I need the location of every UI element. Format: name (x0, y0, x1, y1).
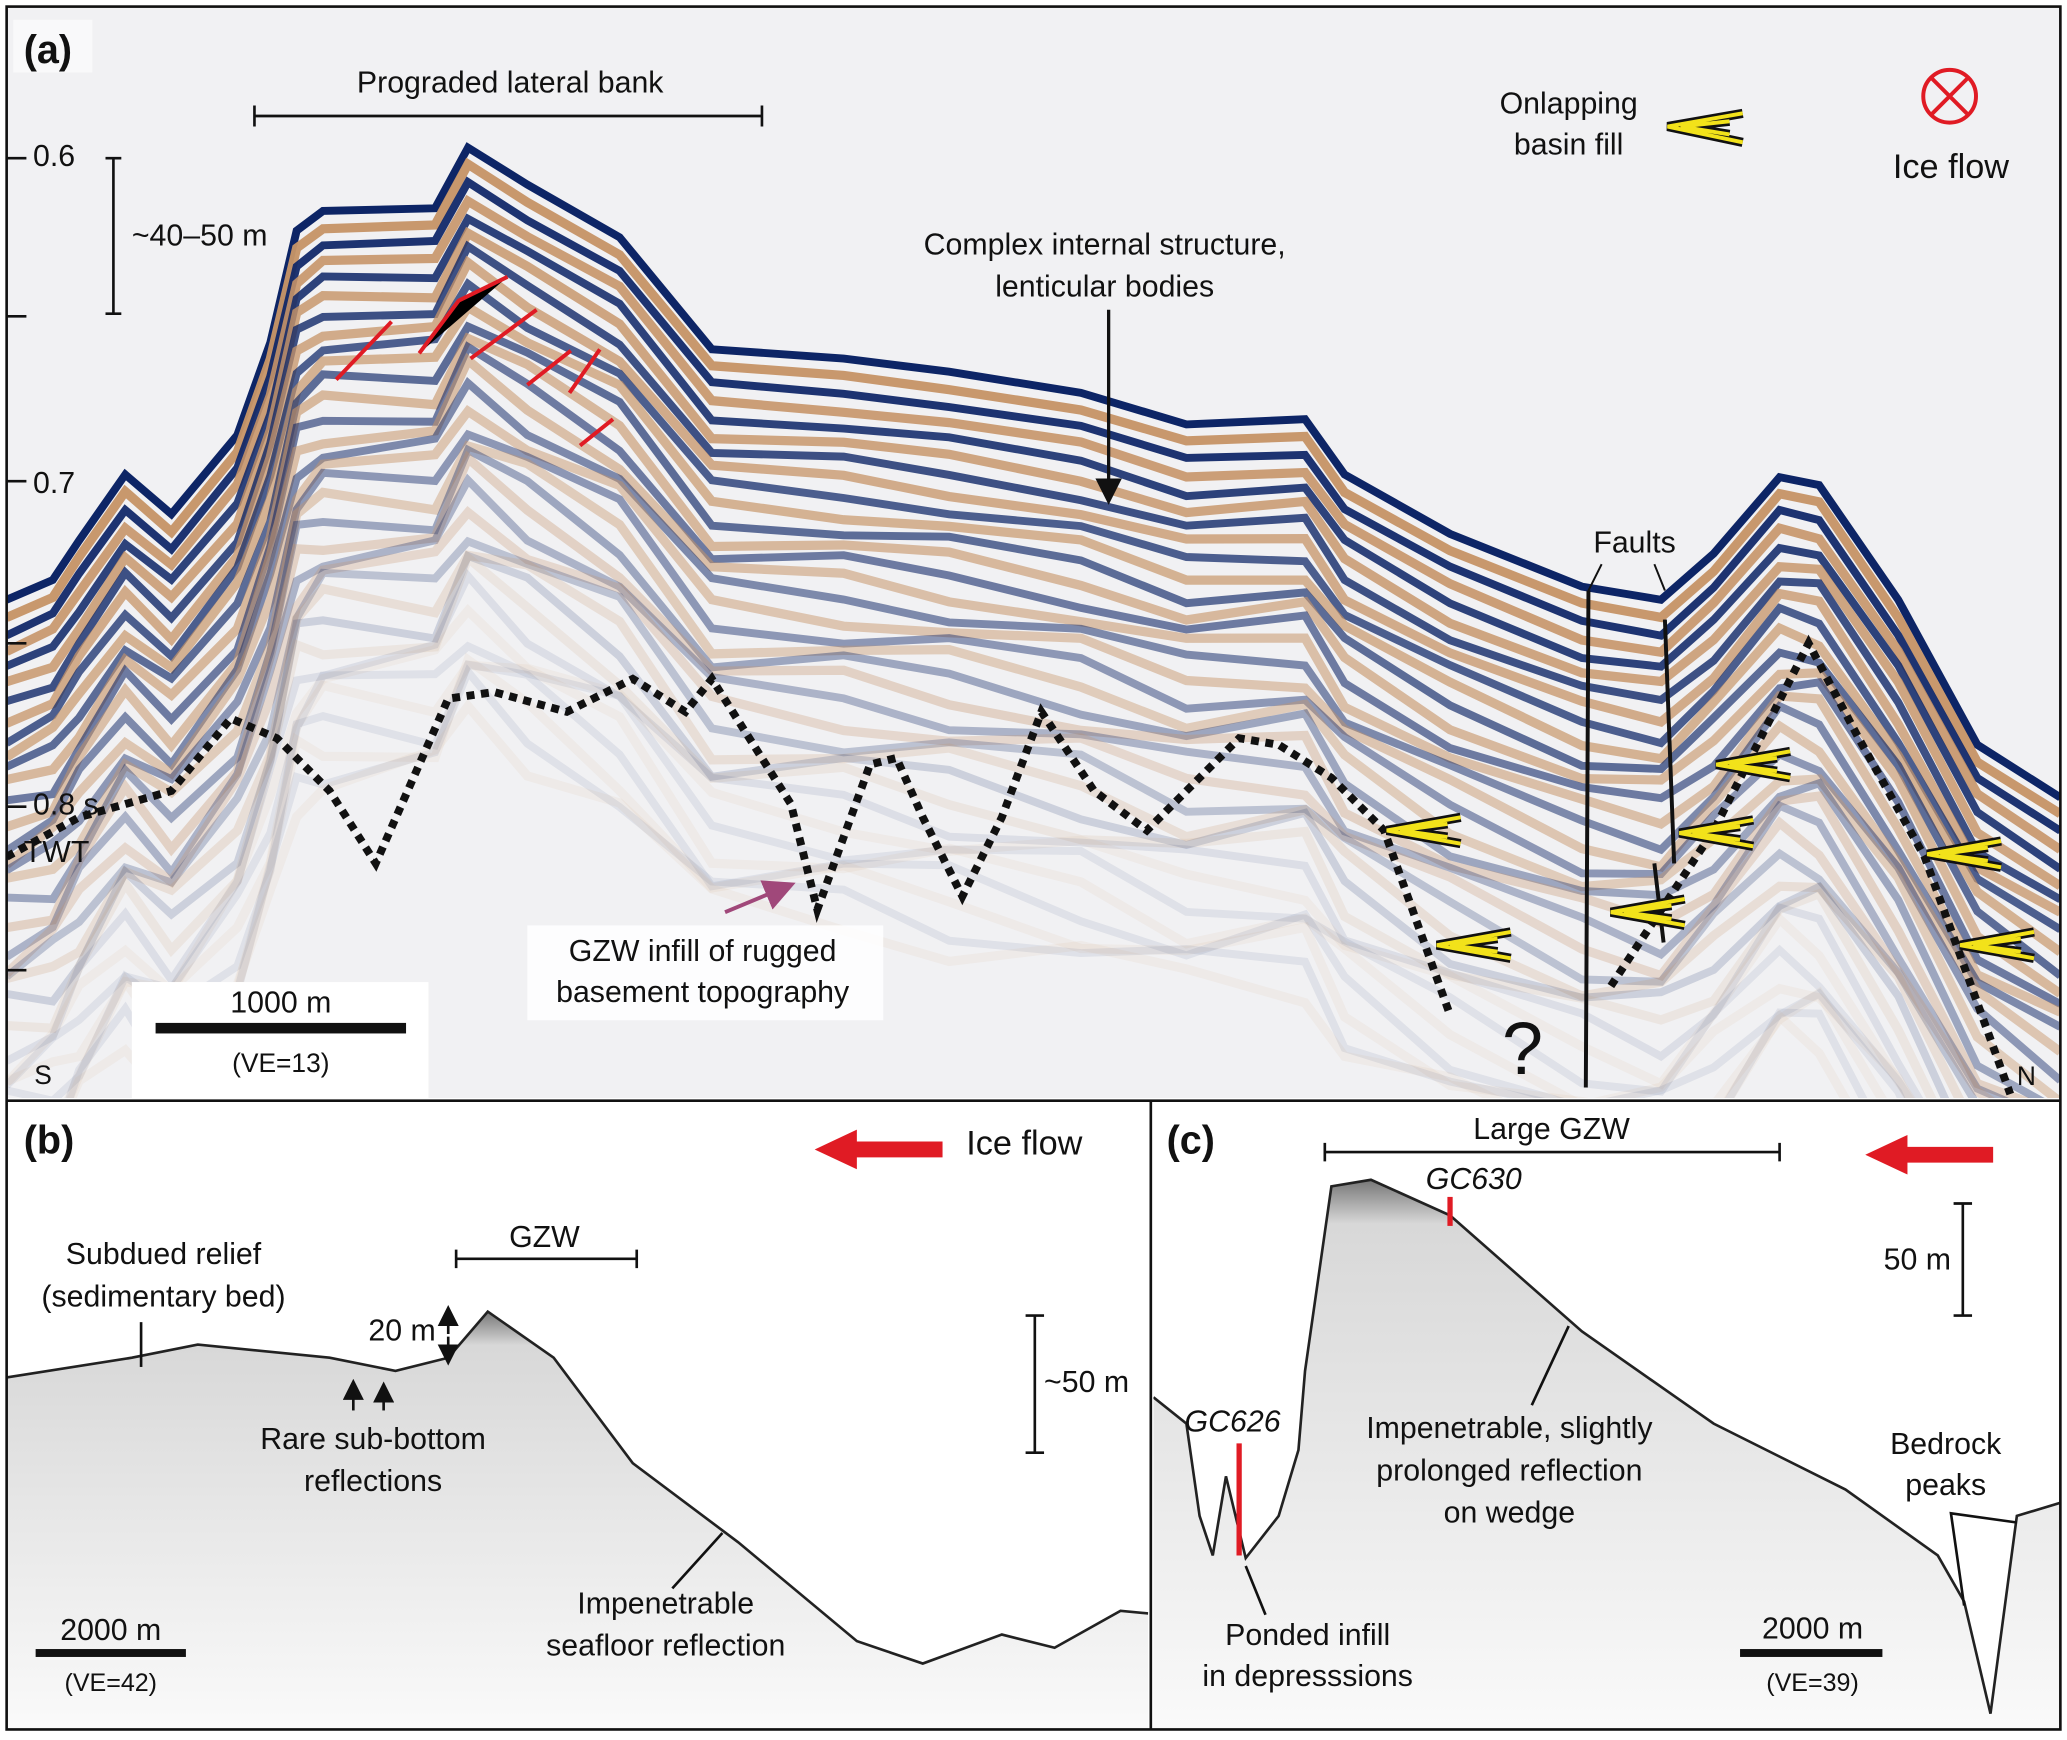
annotation: Bedrock (1890, 1428, 2002, 1461)
scale-label: 2000 m (60, 1614, 161, 1647)
annotation: peaks (1905, 1469, 1986, 1502)
axis-unit: TWT (24, 836, 90, 869)
onlap-symbol (1679, 817, 1754, 849)
annotations-a: (a) Prograded lateral bank 0.6 0.7 0.8 s… (6, 19, 2036, 1099)
reflector (6, 194, 2061, 854)
reflector (6, 641, 1915, 1099)
annotation: Impenetrable (577, 1588, 754, 1621)
reflector (6, 660, 1906, 1099)
scale-label: 2000 m (1762, 1613, 1863, 1646)
reflector (6, 603, 1916, 1099)
reflector (6, 450, 2030, 1099)
panel-label: (a) (24, 28, 72, 72)
annotations-b: (b) Ice flow Subdued relief (sedimentary… (24, 1118, 1129, 1697)
annotation: ? (1502, 1007, 1543, 1090)
reflector (6, 660, 1914, 1099)
echo-profile-c (1153, 1178, 2061, 1730)
annotation: GZW infill of rugged (569, 935, 837, 968)
annotation: Ponded infill (1225, 1619, 1390, 1652)
annotation: lenticular bodies (995, 271, 1214, 304)
core-label: GC630 (1426, 1163, 1522, 1196)
annotation: Complex internal structure, (924, 229, 1286, 262)
reflector (6, 404, 2061, 1056)
echo-profile-b (6, 1309, 1149, 1730)
scale-label: 1000 m (230, 986, 331, 1019)
frame (5, 5, 2062, 1731)
scale-note: (VE=42) (65, 1669, 158, 1697)
reflector (6, 341, 2061, 1008)
annotation: GZW (509, 1221, 580, 1254)
annotation: reflections (304, 1465, 442, 1498)
annotation: seafloor reflection (546, 1630, 785, 1663)
axis-tick: 0.8 s (33, 789, 99, 822)
reflector (6, 226, 2061, 890)
reflector (6, 142, 2061, 801)
annotation: Prograded lateral bank (357, 66, 664, 99)
panel-label: (b) (24, 1118, 74, 1162)
scale-label: ~40–50 m (132, 219, 268, 252)
axis-tick: 0.7 (33, 467, 75, 500)
onlap-symbol (1436, 930, 1512, 961)
onlap-symbol (1715, 749, 1791, 780)
reflector (6, 321, 2061, 979)
reflector (6, 157, 2061, 818)
reflector (6, 301, 2061, 956)
reflector (6, 240, 2061, 903)
annotation: basement topography (556, 976, 850, 1009)
reflector (6, 332, 2061, 998)
orientation: S (34, 1060, 52, 1090)
reflector (6, 176, 2061, 835)
axis-tick: 0.6 (33, 140, 75, 173)
sediment-fill (6, 1311, 1149, 1730)
reflector (6, 506, 1995, 1099)
reflector (6, 568, 1924, 1099)
annotation: Onlapping (1500, 87, 1638, 120)
reflector (6, 473, 2010, 1099)
reflector (6, 550, 1950, 1099)
reflector (6, 213, 2061, 873)
annotation: Rare sub-bottom (260, 1423, 486, 1456)
orientation: N (2017, 1061, 2036, 1091)
reflector (6, 550, 1937, 1099)
seismic-profile (6, 6, 2061, 1099)
annotation: in depresssions (1202, 1660, 1413, 1693)
scale-label: 50 m (1884, 1244, 1951, 1277)
scale-note: (VE=13) (232, 1048, 329, 1078)
annotation: Ice flow (1893, 148, 2009, 186)
seafloor (6, 1309, 1149, 1665)
reflector (6, 536, 1978, 1099)
onlap-symbol (1610, 897, 1686, 928)
annotations-c: (c) Large GZW GC630 50 m GC626 Impenetra… (1167, 1113, 2018, 1697)
reflector (6, 429, 2061, 1084)
onlap-symbol (1926, 839, 2002, 870)
reflector (6, 352, 2061, 1017)
reflector (6, 278, 2061, 933)
annotation: (sedimentary bed) (41, 1280, 285, 1313)
scale-note: (VE=39) (1766, 1669, 1859, 1697)
annotation: prolonged reflection (1376, 1454, 1642, 1487)
seafloor (1153, 1178, 2061, 1714)
basement-line (6, 672, 1454, 1017)
reflector (6, 255, 2061, 917)
scale-label: ~50 m (1044, 1366, 1129, 1399)
annotation: Faults (1593, 526, 1676, 559)
annotation: 20 m (368, 1315, 435, 1348)
annotation: Impenetrable, slightly (1366, 1412, 1653, 1445)
panel-label: (c) (1167, 1118, 1215, 1162)
annotation: on wedge (1444, 1497, 1575, 1530)
sediment-fill (1153, 1179, 2061, 1730)
basement-line (1607, 634, 2014, 1096)
annotation: Large GZW (1473, 1113, 1630, 1146)
annotation: Ice flow (966, 1125, 1082, 1163)
onlap-symbol (1386, 815, 1461, 846)
annotation: basin fill (1514, 128, 1623, 161)
reflector (6, 550, 1964, 1099)
annotation: Subdued relief (66, 1238, 262, 1271)
onlap-symbol (1959, 930, 2035, 961)
core-label: GC626 (1185, 1406, 1281, 1439)
